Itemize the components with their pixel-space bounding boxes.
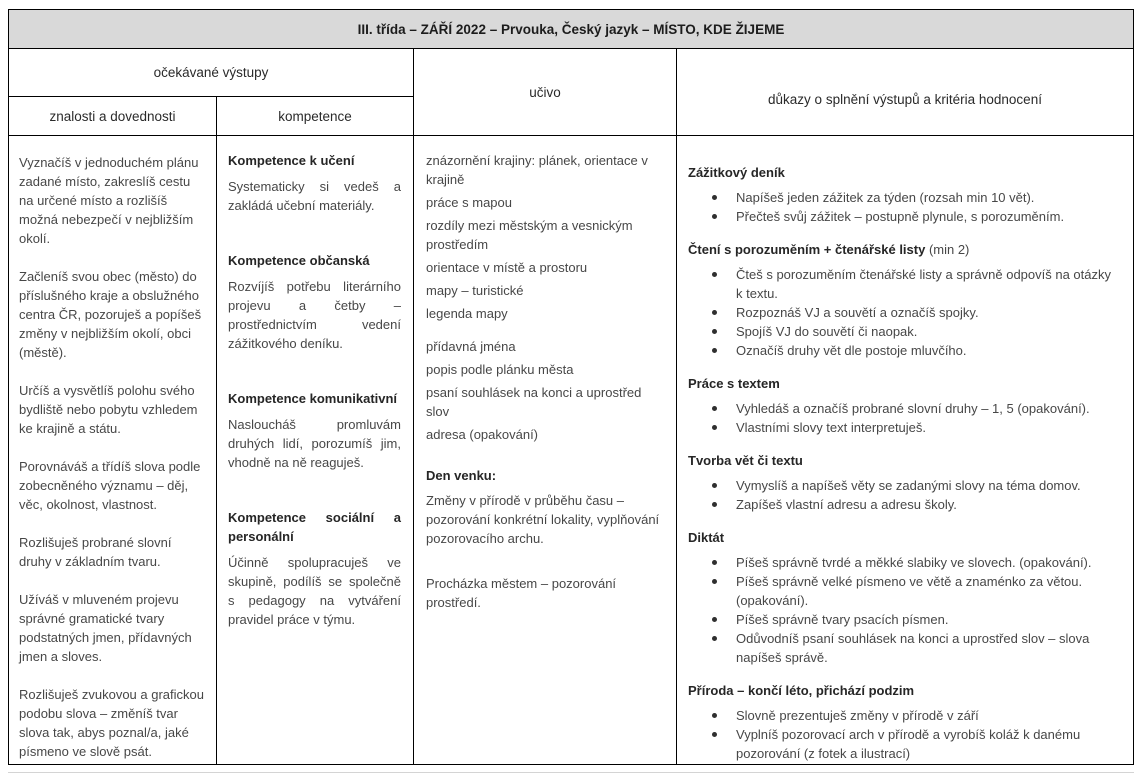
curriculum-item: znázornění krajiny: plánek, orientace v … <box>426 153 648 187</box>
evidence-bullet: Označíš druhy vět dle postoje mluvčího. <box>712 341 1115 360</box>
cell-competences: Kompetence k učení Systematicky si vedeš… <box>217 136 414 764</box>
curriculum-den-venku-body: Změny v přírodě v průběhu času – pozorov… <box>426 493 660 546</box>
curriculum-item: psaní souhlásek na konci a uprostřed slo… <box>426 385 642 419</box>
competence-body: Rozvíjíš potřebu literárního projevu a č… <box>228 279 401 351</box>
evidence-bullet: Zapíšeš vlastní adresu a adresu školy. <box>712 495 1115 514</box>
knowledge-skills-paragraph: Užíváš v mluveném projevu správné gramat… <box>19 592 192 664</box>
evidence-section: Zážitkový deník Napíšeš jeden zážitek za… <box>688 163 1115 226</box>
cell-knowledge-skills: Vyznačíš v jednoduchém plánu zadané míst… <box>9 136 217 764</box>
curriculum-item: popis podle plánku města <box>426 362 574 377</box>
evidence-bullet-list: Napíšeš jeden zážitek za týden (rozsah m… <box>688 188 1115 226</box>
table-header: očekávané výstupy znalosti a dovednosti … <box>9 49 1133 136</box>
curriculum-item: rozdíly mezi městským a vesnickým prostř… <box>426 218 633 252</box>
evidence-section: Tvorba vět či textu Vymyslíš a napíšeš v… <box>688 451 1115 514</box>
evidence-heading-text: Čtení s porozuměním + čtenářské listy <box>688 242 926 257</box>
evidence-bullet: Vymyslíš a napíšeš věty se zadanými slov… <box>712 476 1115 495</box>
evidence-bullet: Vyplníš pozorovací arch v přírodě a vyro… <box>712 725 1115 763</box>
competence-section: Kompetence sociální a personální Účinně … <box>228 508 401 629</box>
competence-section: Kompetence k učení Systematicky si vedeš… <box>228 151 401 215</box>
evidence-heading-text: Práce s textem <box>688 376 780 391</box>
competence-section: Kompetence občanská Rozvíjíš potřebu lit… <box>228 251 401 353</box>
curriculum-item: mapy – turistické <box>426 283 524 298</box>
evidence-heading: Tvorba vět či textu <box>688 451 1115 470</box>
evidence-heading-text: Příroda – končí léto, přichází podzim <box>688 683 915 698</box>
knowledge-skills-paragraph: Rozlišuješ zvukovou a grafickou podobu s… <box>19 687 204 759</box>
competence-body: Nasloucháš promluvám druhých lidí, poroz… <box>228 417 401 470</box>
evidence-section: Diktát Píšeš správně tvrdé a měkké slabi… <box>688 528 1115 667</box>
competence-section: Kompetence komunikativní Nasloucháš prom… <box>228 389 401 472</box>
competence-heading: Kompetence sociální a personální <box>228 510 401 544</box>
evidence-bullet-list: Slovně prezentuješ změny v přírodě v zář… <box>688 706 1115 763</box>
curriculum-walk-item: Procházka městem – pozorování prostředí. <box>426 576 617 610</box>
competence-heading: Kompetence občanská <box>228 253 370 268</box>
evidence-section: Čtení s porozuměním + čtenářské listy (m… <box>688 240 1115 360</box>
curriculum-item: orientace v místě a prostoru <box>426 260 588 275</box>
competence-heading: Kompetence komunikativní <box>228 391 398 406</box>
evidence-heading: Práce s textem <box>688 374 1115 393</box>
curriculum-plan-table: III. třída – ZÁŘÍ 2022 – Prvouka, Český … <box>8 9 1134 765</box>
evidence-section: Práce s textem Vyhledáš a označíš probra… <box>688 374 1115 437</box>
table-body-row: Vyznačíš v jednoduchém plánu zadané míst… <box>9 136 1133 764</box>
evidence-bullet: Čteš s porozuměním čtenářské listy a spr… <box>712 265 1115 303</box>
evidence-bullet: Slovně prezentuješ změny v přírodě v zář… <box>712 706 1115 725</box>
evidence-heading: Zážitkový deník <box>688 163 1115 182</box>
knowledge-skills-paragraph: Vyznačíš v jednoduchém plánu zadané míst… <box>19 155 199 246</box>
next-row-cutoff-line <box>8 772 1134 773</box>
evidence-bullet: Píšeš správně tvrdé a měkké slabiky ve s… <box>712 553 1115 572</box>
evidence-bullet: Píšeš správně velké písmeno ve větě a zn… <box>712 572 1115 610</box>
knowledge-skills-paragraph: Určíš a vysvětlíš polohu svého bydliště … <box>19 383 198 436</box>
table-title-bar: III. třída – ZÁŘÍ 2022 – Prvouka, Český … <box>9 10 1133 49</box>
evidence-bullet: Přečteš svůj zážitek – postupně plynule,… <box>712 207 1115 226</box>
cell-evidence: Zážitkový deník Napíšeš jeden zážitek za… <box>677 136 1133 764</box>
competence-body: Účinně spolupracuješ ve skupině, podílíš… <box>228 555 401 627</box>
knowledge-skills-paragraph: Rozlišuješ probrané slovní druhy v zákla… <box>19 535 172 569</box>
competence-heading: Kompetence k učení <box>228 153 355 168</box>
evidence-bullet: Rozpoznáš VJ a souvětí a označíš spojky. <box>712 303 1115 322</box>
evidence-bullet: Napíšeš jeden zážitek za týden (rozsah m… <box>712 188 1115 207</box>
header-curriculum: učivo <box>414 49 677 135</box>
curriculum-item: legenda mapy <box>426 306 508 321</box>
curriculum-item: adresa (opakování) <box>426 427 539 442</box>
evidence-heading-suffix: (min 2) <box>925 242 970 257</box>
evidence-bullet: Odůvodníš psaní souhlásek na konci a upr… <box>712 629 1115 667</box>
evidence-bullet-list: Vymyslíš a napíšeš věty se zadanými slov… <box>688 476 1115 514</box>
curriculum-item: přídavná jména <box>426 339 516 354</box>
knowledge-skills-paragraph: Porovnáváš a třídíš slova podle zobecněn… <box>19 459 201 512</box>
evidence-section: Příroda – končí léto, přichází podzim Sl… <box>688 681 1115 763</box>
evidence-heading-text: Diktát <box>688 530 725 545</box>
evidence-heading: Čtení s porozuměním + čtenářské listy (m… <box>688 240 1115 259</box>
knowledge-skills-paragraph: Začleníš svou obec (město) do příslušnéh… <box>19 269 202 360</box>
evidence-bullet-list: Čteš s porozuměním čtenářské listy a spr… <box>688 265 1115 360</box>
curriculum-den-venku-heading: Den venku: <box>426 468 497 483</box>
page-title: III. třída – ZÁŘÍ 2022 – Prvouka, Český … <box>357 21 785 37</box>
cell-curriculum: znázornění krajiny: plánek, orientace v … <box>414 136 677 764</box>
header-knowledge-skills: znalosti a dovednosti <box>9 97 217 135</box>
evidence-heading-text: Zážitkový deník <box>688 165 785 180</box>
evidence-bullet: Vlastními slovy text interpretuješ. <box>712 418 1115 437</box>
competence-body: Systematicky si vedeš a zakládá učební m… <box>228 179 401 213</box>
curriculum-group-2: přídavná jména popis podle plánku města … <box>426 337 662 444</box>
evidence-bullet-list: Vyhledáš a označíš probrané slovní druhy… <box>688 399 1115 437</box>
header-competences: kompetence <box>217 97 414 135</box>
curriculum-group-1: znázornění krajiny: plánek, orientace v … <box>426 151 662 323</box>
curriculum-item: práce s mapou <box>426 195 512 210</box>
evidence-bullet: Spojíš VJ do souvětí či naopak. <box>712 322 1115 341</box>
evidence-heading: Diktát <box>688 528 1115 547</box>
evidence-bullet: Vyhledáš a označíš probrané slovní druhy… <box>712 399 1115 418</box>
header-expected-outcomes: očekávané výstupy <box>9 49 414 97</box>
header-evidence: důkazy o splnění výstupů a kritéria hodn… <box>768 91 1042 107</box>
evidence-heading-text: Tvorba vět či textu <box>688 453 803 468</box>
evidence-bullet-list: Píšeš správně tvrdé a měkké slabiky ve s… <box>688 553 1115 667</box>
evidence-heading: Příroda – končí léto, přichází podzim <box>688 681 1115 700</box>
evidence-bullet: Píšeš správně tvary psacích písmen. <box>712 610 1115 629</box>
